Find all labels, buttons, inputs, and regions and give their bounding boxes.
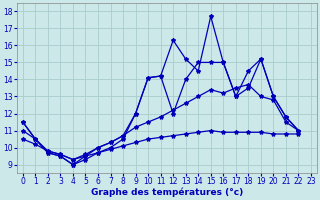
X-axis label: Graphe des températures (°c): Graphe des températures (°c) [91, 188, 243, 197]
